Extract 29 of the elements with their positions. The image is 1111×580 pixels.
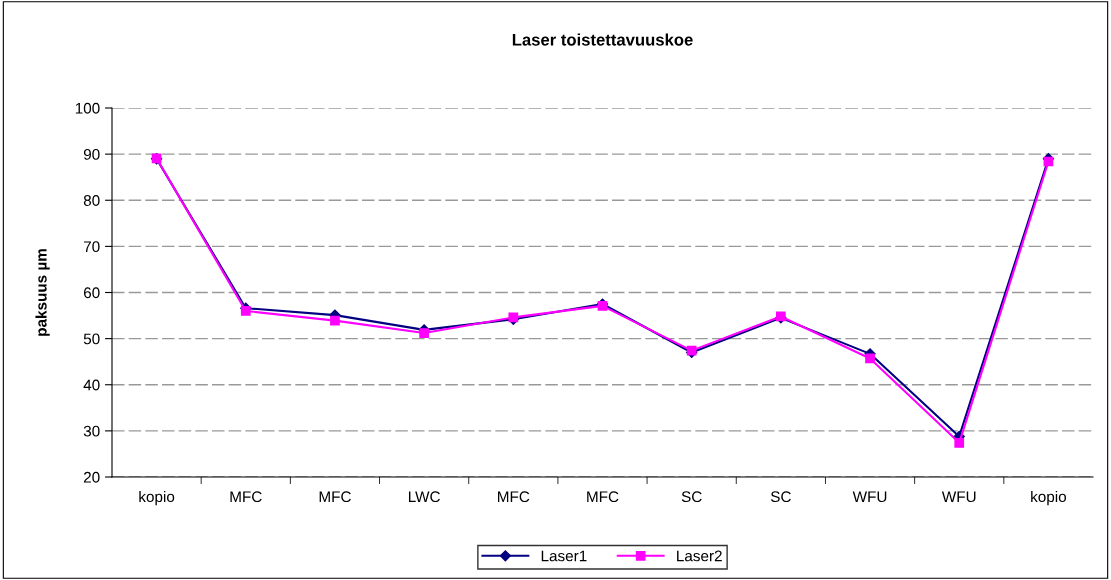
point	[954, 438, 965, 448]
y-tick-label: 30	[83, 425, 100, 437]
point	[865, 353, 875, 364]
y-tick-label: 40	[83, 379, 100, 391]
x-tick-label: SC	[770, 491, 791, 503]
x-tick-label: MFC	[498, 491, 530, 503]
point	[330, 315, 340, 326]
y-tick-label: 80	[83, 195, 100, 206]
y-tick-label: 20	[83, 471, 100, 483]
y-tick-label: 60	[83, 287, 100, 299]
legend-label: Laser1	[541, 550, 587, 562]
x-tick-label: WFU	[852, 491, 887, 503]
y-tick-label: 50	[83, 333, 100, 345]
y-axis-title: paksuus µm	[35, 249, 50, 336]
x-tick-label: SC	[681, 491, 702, 503]
x-tick-label: kopio	[139, 490, 175, 506]
legend-label: Laser2	[677, 550, 722, 562]
x-tick-label: LWC	[408, 491, 440, 503]
x-tick-label: kopio	[1031, 490, 1067, 506]
point	[240, 306, 251, 316]
y-tick-label: 70	[83, 241, 100, 253]
x-tick-label: MFC	[319, 491, 351, 503]
y-tick-label: 90	[83, 148, 100, 160]
y-tick-label: 100	[75, 102, 100, 114]
point	[419, 328, 429, 338]
x-tick-label: MFC	[230, 491, 262, 503]
x-tick-label: WFU	[941, 491, 976, 503]
x-tick-label: MFC	[587, 491, 619, 503]
chart-title: Laser toistettavuuskoe	[512, 33, 693, 46]
